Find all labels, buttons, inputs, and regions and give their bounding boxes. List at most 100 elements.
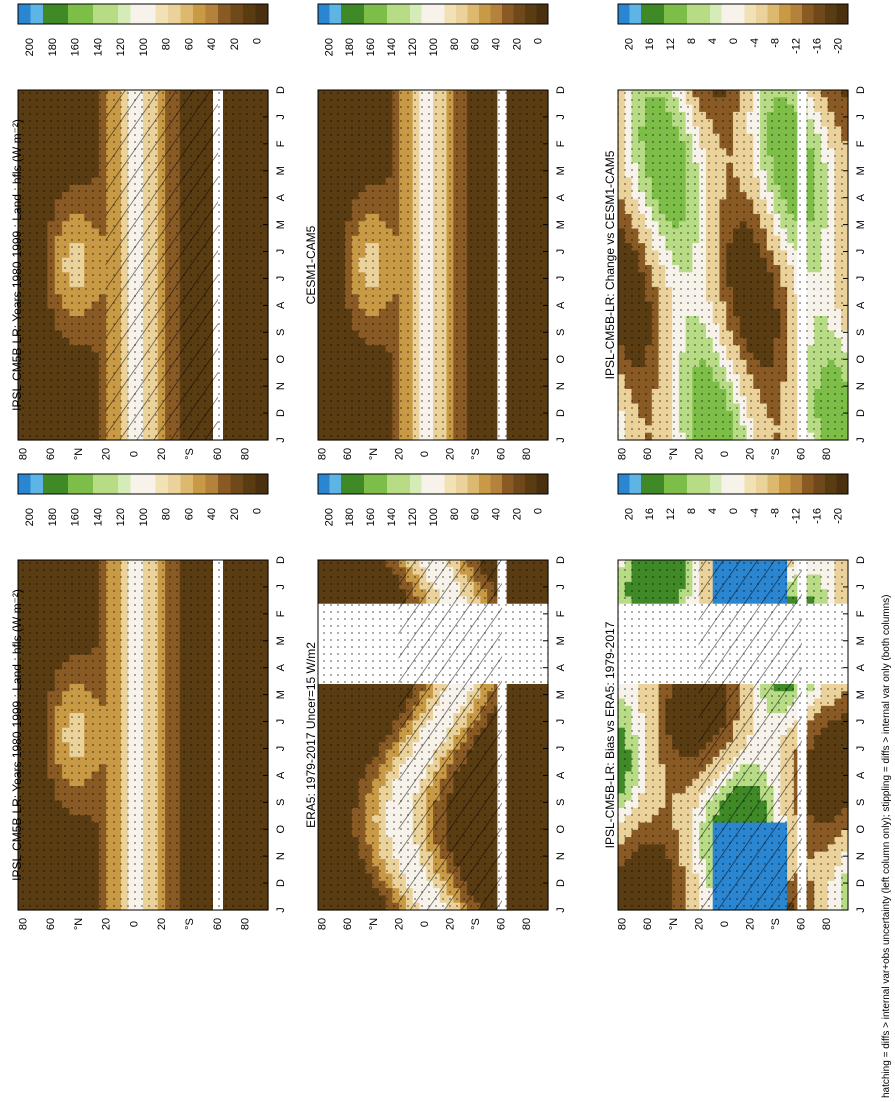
colorbar-tick-label: 80	[161, 38, 173, 50]
lat-tick-label: °N	[73, 448, 85, 460]
colorbar-swatch	[143, 4, 156, 24]
panel-title: IPSL-CM5B-LR: Years 1980-1999 : Land : h…	[10, 119, 24, 411]
colorbar-swatch	[205, 4, 219, 24]
colorbar-swatch	[218, 4, 231, 24]
lat-tick-label: 0	[419, 451, 431, 457]
colorbar-swatch	[387, 4, 399, 24]
colorbar-swatch	[180, 4, 194, 24]
month-tick-label: S	[555, 329, 567, 336]
colorbar-swatch	[118, 4, 131, 24]
month-tick-label: D	[555, 409, 567, 417]
lat-tick-label: 20	[101, 448, 113, 460]
colorbar-swatch	[479, 4, 491, 24]
lat-tick-label: °S	[470, 448, 482, 460]
colorbar-swatch	[193, 4, 206, 24]
colorbar-tick-label: 40	[491, 38, 503, 50]
lat-tick-label: 0	[128, 451, 140, 457]
colorbar-tick-label: 200	[24, 38, 36, 56]
colorbar-swatch	[364, 4, 376, 24]
colorbar-tick-label: 60	[470, 38, 482, 50]
lat-tick-label: 80	[240, 448, 252, 460]
colorbar-tick-label: 100	[428, 38, 440, 56]
colorbar-swatch	[243, 4, 256, 24]
colorbar-swatch	[456, 4, 468, 24]
colorbar-tick-label: 160	[365, 38, 377, 56]
colorbar-tick-label: 20	[229, 38, 241, 50]
colorbar-swatch	[375, 4, 388, 24]
month-tick-label: N	[275, 382, 287, 390]
colorbar-swatch	[255, 4, 269, 24]
month-tick-label: J	[275, 276, 287, 282]
month-tick-label: F	[275, 140, 287, 147]
colorbar-swatch	[130, 4, 144, 24]
colorbar-tick-label: 140	[92, 38, 104, 56]
lat-tick-label: 60	[212, 448, 224, 460]
colorbar-swatch	[467, 4, 480, 24]
colorbar-tick-label: 140	[386, 38, 398, 56]
colorbar-swatch	[352, 4, 365, 24]
colorbar-tick-label: 20	[511, 38, 523, 50]
panel-frame	[317, 89, 549, 441]
month-tick-label: D	[555, 86, 567, 94]
colorbar-swatch	[433, 4, 445, 24]
month-tick-label: A	[275, 193, 287, 201]
colorbar-frame	[317, 3, 549, 25]
colorbar-swatch	[536, 4, 549, 24]
colorbar-swatch	[525, 4, 537, 24]
colorbar-swatch	[341, 4, 353, 24]
lat-tick-label: 20	[393, 448, 405, 460]
colorbar: 200 180 160 140 120 100 80 60 40 20 0	[17, 3, 269, 56]
month-tick-label: D	[275, 86, 287, 94]
lat-tick-label: 80	[317, 448, 329, 460]
colorbar-swatch	[398, 4, 411, 24]
colorbar-tick-label: 180	[47, 38, 59, 56]
colorbar-swatch	[80, 4, 94, 24]
month-tick-label: J	[275, 114, 287, 120]
colorbar-tick-label: 120	[407, 38, 419, 56]
lat-tick-label: 20	[156, 448, 168, 460]
colorbar-swatch	[93, 4, 106, 24]
panel-frame	[17, 89, 269, 441]
lat-tick-label: °S	[184, 448, 196, 460]
month-tick-label: A	[275, 301, 287, 309]
month-tick-label: J	[555, 249, 567, 255]
colorbar-swatch	[444, 4, 457, 24]
colorbar-swatch	[155, 4, 169, 24]
hatching-overlay	[105, 90, 218, 440]
month-tick-label: F	[555, 140, 567, 147]
colorbar-swatch	[410, 4, 422, 24]
month-tick-label: D	[275, 409, 287, 417]
colorbar-tick-label: 200	[323, 38, 335, 56]
month-tick-label: A	[555, 193, 567, 201]
month-tick-label: J	[275, 249, 287, 255]
month-tick-label: M	[275, 166, 287, 175]
colorbar-tick-label: 100	[138, 38, 150, 56]
colorbar-tick-label: 0	[532, 38, 544, 44]
colorbar-swatch	[421, 4, 434, 24]
panel-title: CESM1-CAM5	[304, 225, 318, 304]
colorbar-swatch	[68, 4, 81, 24]
colorbar-swatch	[490, 4, 503, 24]
month-tick-label: J	[555, 437, 567, 443]
month-tick-label: O	[275, 355, 287, 364]
month-tick-label: J	[275, 437, 287, 443]
colorbar-tick-label: 180	[344, 38, 356, 56]
month-tick-label: J	[555, 276, 567, 282]
colorbar-swatch	[318, 4, 330, 24]
lat-tick-label: 20	[444, 448, 456, 460]
colorbar-swatch	[43, 4, 56, 24]
month-tick-label: J	[555, 114, 567, 120]
colorbar-swatch	[18, 4, 31, 24]
lat-tick-label: 80	[17, 448, 29, 460]
lat-tick-label: °N	[368, 448, 380, 460]
colorbar-tick-label: 60	[183, 38, 195, 50]
month-tick-label: O	[555, 355, 567, 364]
colorbar-swatch	[329, 4, 342, 24]
colorbar: 200 180 160 140 120 100 80 60 40 20 0	[317, 3, 549, 56]
colorbar-swatch	[55, 4, 69, 24]
month-tick-label: M	[555, 220, 567, 229]
colorbar-tick-label: 160	[70, 38, 82, 56]
